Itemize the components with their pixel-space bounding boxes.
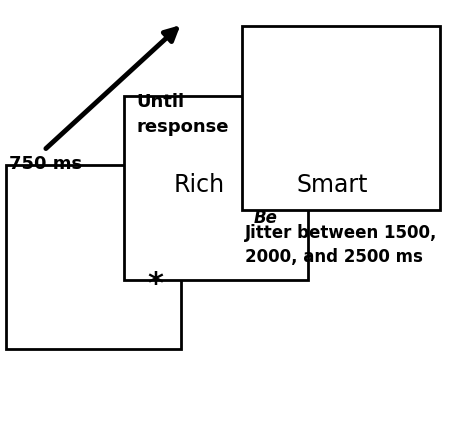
Text: *: * [148,270,163,299]
Bar [124,96,308,279]
Text: 750 ms: 750 ms [9,155,82,174]
Bar [6,165,180,349]
Text: Smart: Smart [296,173,368,197]
Text: Jitter between 1500,
2000, and 2500 ms: Jitter between 1500, 2000, and 2500 ms [245,224,437,266]
Text: Be: Be [254,209,277,227]
Text: Rich: Rich [174,173,225,197]
Text: Until
response: Until response [136,93,229,136]
Bar [242,26,440,210]
